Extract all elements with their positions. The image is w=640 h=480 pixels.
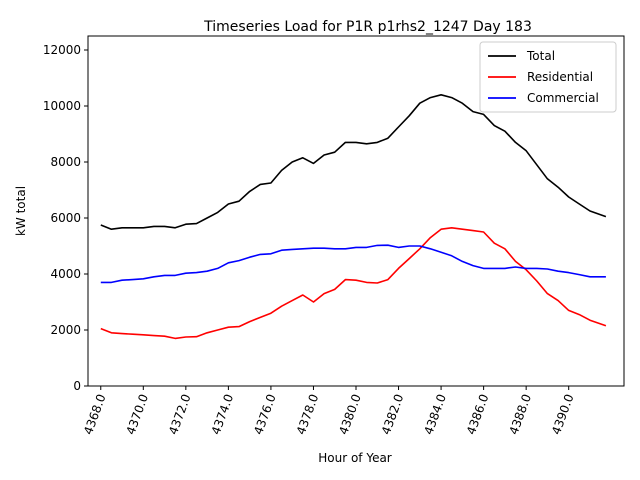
- legend-label-total: Total: [526, 49, 555, 63]
- y-tick-label: 8000: [50, 155, 81, 169]
- y-tick-label: 10000: [43, 99, 81, 113]
- y-tick-label: 4000: [50, 267, 81, 281]
- series-layer: [100, 94, 607, 340]
- y-axis-label: kW total: [14, 186, 28, 236]
- y-tick-label: 12000: [43, 43, 81, 57]
- series-line-total: [100, 94, 607, 230]
- legend: Total Residential Commercial: [479, 41, 617, 113]
- y-tick-label: 2000: [50, 323, 81, 337]
- legend-label-residential: Residential: [527, 70, 593, 84]
- series-line-residential: [100, 227, 607, 340]
- y-tick-label: 0: [73, 379, 81, 393]
- legend-label-commercial: Commercial: [527, 91, 599, 105]
- y-tick-label: 6000: [50, 211, 81, 225]
- x-axis-label: Hour of Year: [318, 451, 392, 465]
- chart-title: Timeseries Load for P1R p1rhs2_1247 Day …: [203, 19, 532, 35]
- legend-box: [479, 41, 617, 113]
- series-line-commercial: [100, 244, 606, 284]
- y-axis: 0 2000 4000 6000 8000 10000 12000: [43, 43, 88, 393]
